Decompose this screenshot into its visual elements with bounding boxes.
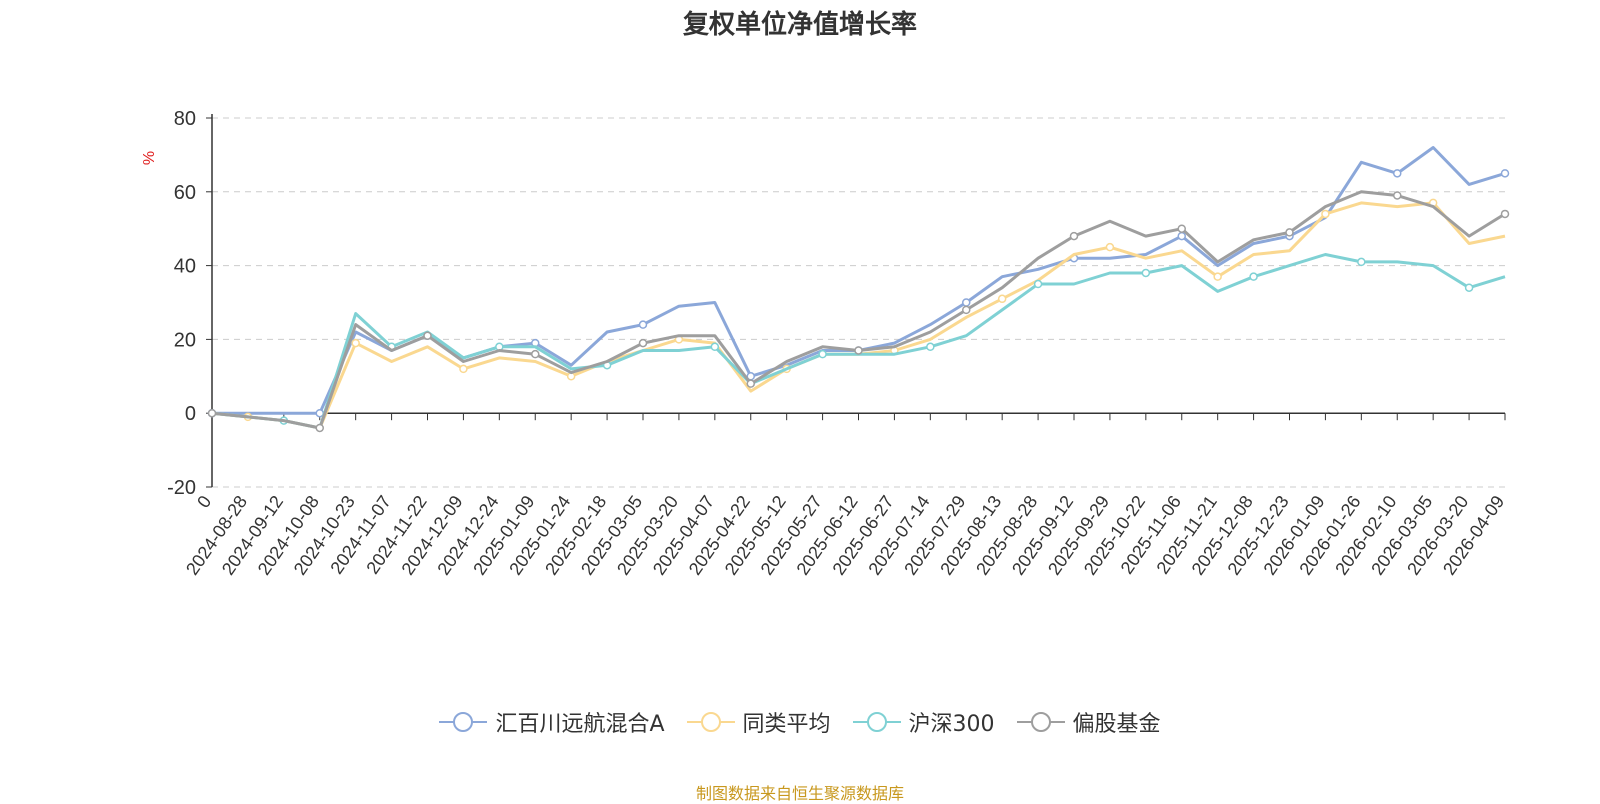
legend-label: 同类平均 [742,712,831,737]
legend-label: 偏股基金 [1072,712,1161,737]
data-point [997,294,1007,304]
data-point [926,342,935,352]
data-point [818,349,827,359]
data-point [1500,169,1510,178]
data-point [638,338,648,348]
data-point [854,346,863,355]
series-2 [211,253,1506,430]
data-point [1500,209,1510,219]
legend-label: 沪深300 [908,712,995,737]
data-point [746,379,755,388]
data-point [1069,231,1079,241]
tick-labels: -2002040608002024-08-282024-09-122024-10… [167,108,1508,579]
series-line [211,253,1506,430]
series-line [211,201,1506,430]
series-1 [211,198,1506,430]
data-point [423,331,432,340]
legend-item[interactable]: 同类平均 [686,706,831,738]
data-point [1105,242,1115,252]
data-point [1141,268,1151,278]
data-point [315,423,324,433]
y-tick-label: 60 [174,182,196,204]
source-note: 制图数据来自恒生聚源数据库 [695,784,904,803]
data-point [459,364,468,374]
series-line [212,146,1506,415]
legend-swatch-icon [1016,712,1065,732]
data-point [1464,283,1474,292]
y-tick-label: 40 [174,256,196,278]
grid-lines [212,117,1505,488]
data-point [1285,228,1294,237]
data-point [638,320,648,329]
data-point [962,298,971,307]
legend-item[interactable]: 偏股基金 [1016,706,1161,738]
legend-label: 汇百川远航混合A [495,712,665,737]
y-axis-label: % [141,151,158,165]
legend-swatch-icon [686,712,735,732]
chart-title: 复权单位净值增长率 [682,10,917,40]
legend-item[interactable]: 沪深300 [852,706,995,738]
data-point [1177,231,1186,241]
data-point [531,349,540,359]
x-tick-label: 0 [193,492,215,512]
axes [206,114,1506,488]
y-tick-label: 80 [174,108,196,130]
y-tick-label: 20 [174,329,196,351]
series-lines [207,146,1510,433]
data-point [1033,279,1043,289]
data-point [1321,209,1330,219]
data-point [207,408,217,418]
series-3 [207,190,1510,433]
data-point [351,338,360,348]
y-tick-label: -20 [167,477,196,499]
data-point [1357,257,1366,267]
data-point [1213,272,1222,281]
data-point [710,342,720,352]
data-point [1393,191,1402,200]
legend-swatch-icon [852,712,901,732]
data-point [1177,224,1186,233]
data-point [962,305,971,315]
legend-item[interactable]: 汇百川远航混合A [439,706,665,738]
series-0 [207,146,1510,418]
legend-swatch-icon [439,712,488,732]
legend: 汇百川远航混合A 同类平均 沪深300 偏股基金 [0,706,1600,738]
data-point [1393,169,1402,178]
data-point [1249,272,1258,281]
y-tick-label: 0 [185,403,196,425]
